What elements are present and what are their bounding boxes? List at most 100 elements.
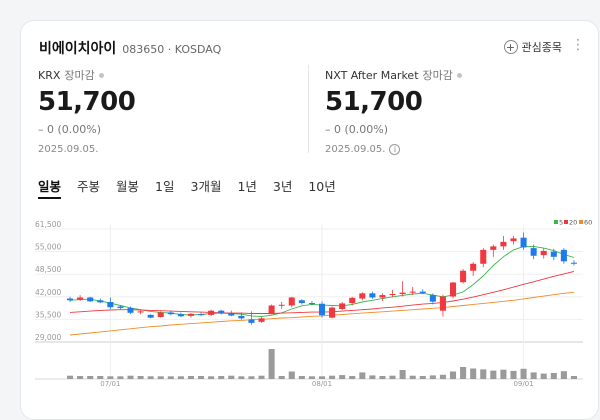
- volume-bar: [510, 370, 517, 379]
- candle-body: [500, 241, 507, 247]
- tab-1[interactable]: 주봉: [77, 179, 101, 194]
- candlestick-chart: 61,500 55,000 48,500 42,000 35,500 29,000 07/0…: [35, 219, 592, 388]
- volume-bar: [218, 376, 225, 379]
- volume-bar: [439, 374, 446, 379]
- candle-body: [308, 303, 315, 305]
- nxt-label: NXT After Market 장마감: [325, 67, 462, 83]
- candle-body: [127, 307, 134, 313]
- tab-5[interactable]: 1년: [237, 179, 257, 194]
- legend-swatch: [564, 220, 568, 224]
- candle-body: [409, 291, 416, 293]
- candle-body: [429, 295, 436, 302]
- status-dot-icon: [456, 72, 462, 78]
- candle-body: [560, 249, 567, 262]
- volume-bar: [278, 376, 285, 379]
- volume-bar: [308, 376, 315, 379]
- candle-body: [248, 319, 255, 323]
- candle-body: [258, 318, 265, 322]
- candle-body: [339, 303, 346, 309]
- candle-body: [419, 291, 426, 293]
- volume-bar: [329, 375, 336, 379]
- volume-bar: [117, 376, 124, 379]
- candle-body: [67, 298, 74, 301]
- volume-bar: [298, 376, 305, 379]
- volume-bar: [238, 376, 245, 379]
- legend-label: 60: [584, 219, 592, 227]
- volume-bar: [419, 376, 426, 379]
- volume-bar: [187, 376, 195, 379]
- plus-icon: +: [503, 40, 518, 54]
- volume-bar: [429, 375, 436, 379]
- add-watchlist-button[interactable]: + 관심종목: [503, 39, 562, 55]
- candle-body: [218, 310, 225, 314]
- tab-7[interactable]: 10년: [308, 179, 336, 194]
- volume-bar: [318, 376, 326, 379]
- volume-bar: [500, 369, 507, 379]
- tab-2[interactable]: 월봉: [116, 179, 140, 194]
- candle-body: [137, 311, 144, 313]
- candle-body: [288, 297, 295, 306]
- volume-bar: [228, 375, 235, 379]
- volume-bar: [258, 375, 265, 379]
- candle-body: [510, 238, 517, 242]
- candle-body: [470, 263, 477, 271]
- candle-body: [570, 262, 577, 264]
- volume-bar: [409, 375, 416, 379]
- candle-body: [187, 313, 195, 316]
- volume-bar: [147, 376, 154, 379]
- volume-bar: [399, 370, 406, 379]
- legend-label: 5: [559, 219, 563, 227]
- candle-body: [208, 310, 215, 315]
- y-tick-label: 29,000: [35, 333, 61, 342]
- volume-bar: [177, 376, 184, 379]
- candle-body: [97, 300, 104, 303]
- candle-body: [540, 250, 547, 256]
- tab-0[interactable]: 일봉: [38, 176, 62, 199]
- candle-body: [107, 302, 114, 308]
- volume-bar: [288, 371, 295, 379]
- candle-body: [530, 248, 537, 256]
- candle-body: [117, 306, 124, 308]
- volume-bar: [359, 372, 366, 379]
- candle-body: [460, 270, 467, 283]
- candle-body: [167, 312, 174, 315]
- x-tick-label: 07/01: [100, 380, 120, 388]
- volume-bar: [77, 376, 84, 379]
- tab-3[interactable]: 1일: [155, 179, 175, 194]
- candle-body: [490, 246, 497, 250]
- nxt-quote: NXT After Market 장마감 51,700 – 0 (0.00%) 2…: [325, 67, 462, 155]
- volume-bar: [490, 370, 497, 379]
- candle-body: [147, 314, 154, 318]
- volume-bar: [208, 376, 215, 379]
- y-tick-label: 61,500: [35, 220, 61, 229]
- y-tick-label: 48,500: [35, 265, 61, 274]
- tab-4[interactable]: 3개월: [190, 179, 222, 194]
- candle-body: [298, 300, 305, 304]
- status-dot-icon: [98, 72, 104, 78]
- candle-body: [318, 303, 326, 316]
- volume-bar: [379, 376, 386, 379]
- volume-bar: [540, 373, 547, 379]
- volume-bar: [369, 375, 376, 379]
- candle-body: [520, 237, 527, 248]
- volume-bar: [349, 376, 356, 379]
- info-icon[interactable]: i: [389, 144, 401, 155]
- candle-body: [439, 296, 446, 311]
- volume-bar: [67, 375, 74, 379]
- candle-body: [379, 295, 386, 298]
- volume-bar: [198, 376, 205, 379]
- nxt-change: – 0 (0.00%): [325, 123, 389, 136]
- volume-bar: [137, 376, 144, 379]
- nxt-date: 2025.09.05.: [325, 144, 386, 155]
- volume-bar: [107, 376, 114, 379]
- krx-change: – 0 (0.00%): [38, 123, 102, 136]
- candle-body: [228, 313, 235, 316]
- krx-quote: KRX 장마감 51,700 – 0 (0.00%) 2025.09.05.: [38, 67, 136, 156]
- candle-body: [389, 294, 396, 296]
- tab-6[interactable]: 3년: [272, 179, 293, 194]
- y-tick-label: 42,000: [35, 288, 61, 297]
- period-tabs: 일봉 주봉 월봉 1일 3개월 1년 3년 10년: [38, 176, 336, 199]
- more-vertical-icon[interactable]: ⋮: [571, 37, 585, 53]
- krx-price: 51,700: [38, 87, 136, 117]
- candle-body: [349, 297, 356, 304]
